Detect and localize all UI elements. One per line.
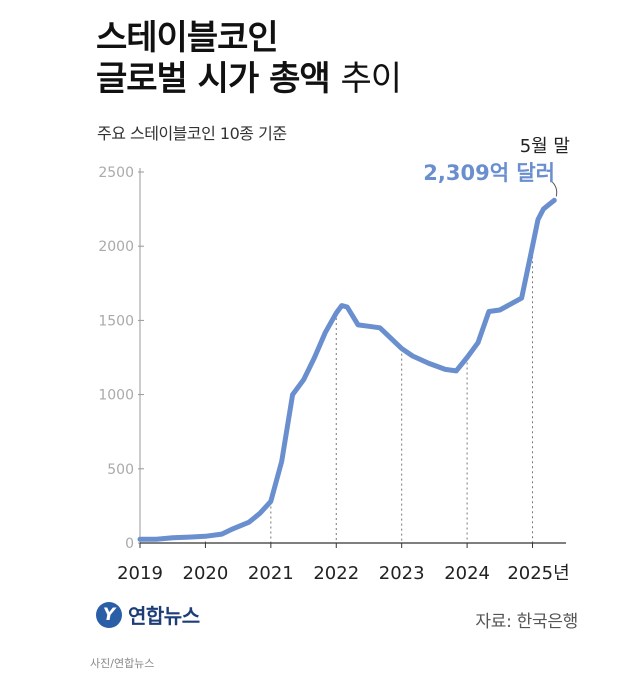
data-point <box>443 367 447 371</box>
data-point <box>400 347 404 351</box>
yonhap-logo: Y 연합뉴스 <box>96 600 200 629</box>
data-point <box>427 361 431 365</box>
data-point <box>291 393 295 397</box>
photo-credit: 사진/연합뉴스 <box>90 657 155 670</box>
data-point <box>302 378 306 382</box>
data-point <box>356 323 360 327</box>
data-point <box>454 369 458 373</box>
x-tick-label: 2022 <box>313 563 359 584</box>
data-point <box>280 459 284 463</box>
data-point <box>138 537 142 541</box>
y-tick-label: 2500 <box>98 165 134 181</box>
data-point <box>476 341 480 345</box>
data-point <box>367 324 371 328</box>
x-tick-label: 2020 <box>183 563 229 584</box>
annotation-leader <box>550 179 558 197</box>
data-point <box>247 520 251 524</box>
data-point <box>187 535 191 539</box>
yonhap-logo-icon: Y <box>96 601 122 628</box>
data-point <box>541 207 545 211</box>
data-point <box>171 536 175 540</box>
annotation-value: 2,309억 달러 <box>423 161 555 185</box>
data-point <box>340 304 344 308</box>
line-chart: 0 500 1000 1500 2000 2500 2019 2020 2021 2022 2023… <box>98 136 570 584</box>
title-line-2: 글로벌 시가 총액 추이 <box>96 59 402 100</box>
chart-subtitle: 주요 스테이블코인 10종 기준 <box>97 124 287 143</box>
x-tick-label: 2024 <box>444 563 490 584</box>
data-point <box>378 326 382 330</box>
data-point <box>536 217 540 221</box>
annotation-label: 5월 말 <box>520 136 570 157</box>
data-point <box>231 527 235 531</box>
data-point <box>323 330 327 334</box>
data-point <box>411 354 415 358</box>
data-point <box>154 537 158 541</box>
data-point <box>269 499 273 503</box>
x-tick-label: 2019 <box>117 563 163 584</box>
data-point <box>203 534 207 538</box>
data-point <box>220 532 224 536</box>
data-point <box>334 311 338 315</box>
chart-title: 스테이블코인 글로벌 시가 총액 추이 <box>96 18 402 100</box>
y-tick-label: 2000 <box>98 239 134 255</box>
title-line-1: 스테이블코인 <box>96 18 279 58</box>
x-tick-label: 2023 <box>379 563 425 584</box>
data-point <box>547 203 551 207</box>
data-point <box>465 356 469 359</box>
title-line-2-light: 추이 <box>340 59 402 99</box>
data-point <box>520 296 524 300</box>
yonhap-logo-text: 연합뉴스 <box>128 604 200 628</box>
data-point <box>509 302 513 306</box>
title-line-2-bold: 글로벌 시가 총액 <box>96 59 331 99</box>
data-point <box>258 511 262 515</box>
y-tick-label: 1000 <box>98 388 134 404</box>
source-note: 자료: 한국은행 <box>475 612 578 632</box>
data-point <box>389 336 393 340</box>
data-point <box>487 309 491 313</box>
x-tick-label: 2025년 <box>507 563 569 584</box>
y-tick-label: 1500 <box>98 313 134 329</box>
data-point <box>531 244 535 248</box>
series-line <box>137 197 557 542</box>
data-point <box>345 305 349 309</box>
data-point <box>312 356 316 359</box>
y-tick-label: 0 <box>125 536 134 552</box>
y-tick-label: 500 <box>107 462 134 478</box>
data-point <box>498 308 502 312</box>
data-point <box>552 198 556 202</box>
x-tick-label: 2021 <box>248 563 294 584</box>
